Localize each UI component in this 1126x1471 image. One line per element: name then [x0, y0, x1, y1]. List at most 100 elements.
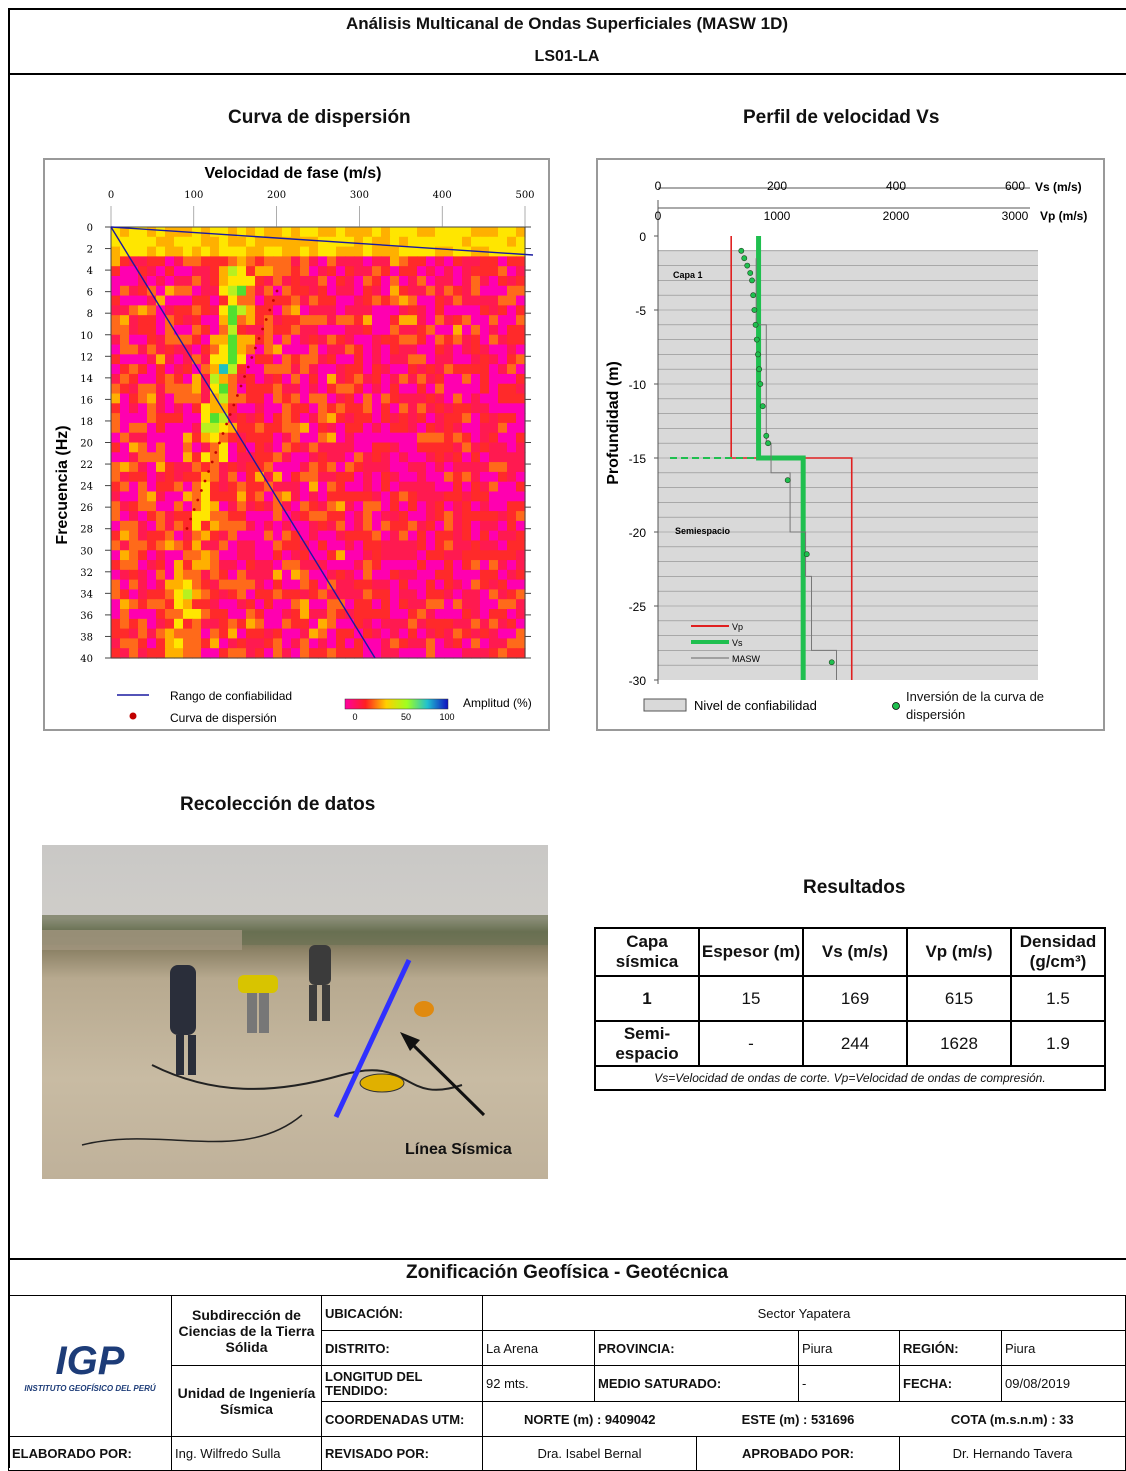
- curve-legend-label: Curva de dispersión: [170, 711, 277, 725]
- dispersion-x-tick: 300: [350, 190, 369, 201]
- depth-tick: -30: [629, 674, 647, 688]
- revisado-label: REVISADO POR:: [321, 1436, 483, 1471]
- dispersion-point: [257, 337, 261, 340]
- report-title: Análisis Multicanal de Ondas Superficial…: [345, 14, 789, 33]
- masw-line: [755, 258, 837, 680]
- depth-tick: -10: [629, 378, 647, 392]
- header-cell: Vs (m/s): [802, 927, 908, 977]
- dispersion-y-tick: 10: [80, 331, 93, 342]
- igp-logo: IGP: [55, 1339, 125, 1383]
- dispersion-y-tick: 32: [80, 568, 93, 579]
- amp-tick: 100: [439, 712, 454, 722]
- dispersion-point: [200, 489, 203, 492]
- depth-tick: -15: [629, 452, 647, 466]
- page-frame: [8, 8, 1126, 1468]
- dispersion-point: [225, 422, 229, 426]
- inversion-label: Inversión de la curva de dispersión: [906, 689, 1045, 722]
- dispersion-point: [228, 413, 232, 416]
- inversion-point: [765, 440, 771, 447]
- dispersion-point: [189, 517, 193, 521]
- inversion-point: [756, 366, 763, 373]
- dispersion-y-tick: 4: [87, 266, 93, 277]
- results-note: Vs=Velocidad de ondas de corte. Vp=Veloc…: [594, 1065, 1106, 1091]
- inversion-point: [753, 336, 760, 343]
- longitud-label: LONGITUD DEL TENDIDO:: [321, 1365, 483, 1402]
- dispersion-point: [236, 394, 239, 397]
- table-cell: -: [698, 1020, 804, 1067]
- confidence-label: Nivel de confiabilidad: [694, 698, 817, 713]
- inversion-swatch: [892, 702, 900, 710]
- vs-tick: 200: [767, 179, 787, 193]
- distrito-value: La Arena: [482, 1330, 595, 1366]
- table-cell: 15: [698, 975, 804, 1022]
- site-code: LS01-LA: [534, 48, 600, 65]
- inversion-point: [744, 262, 751, 269]
- aprobado-value: Dr. Hernando Tavera: [899, 1436, 1126, 1471]
- dispersion-point: [218, 441, 221, 445]
- dispersion-point: [264, 318, 268, 321]
- amp-tick: 50: [401, 712, 411, 722]
- table-cell: 1: [594, 975, 700, 1022]
- table-row: 1 15 169 615 1.5: [594, 975, 1106, 1022]
- dispersion-point: [203, 479, 207, 483]
- dispersion-chart: 0 100 200 300 400 500024681012141618202224262…: [54, 165, 535, 725]
- amplitude-label: Amplitud (%): [463, 696, 532, 710]
- dispersion-y-tick: 30: [80, 546, 93, 557]
- cota-value: COTA (m.s.n.m) : 33: [899, 1401, 1126, 1437]
- dispersion-y-tick: 24: [80, 482, 93, 493]
- seismic-line-marker: [333, 958, 412, 1119]
- dispersion-point: [243, 375, 247, 378]
- dispersion-panel: 0 100 200 300 400 500 0 2 4 6 8 10 12 14 16 18 20 22 24 26 2…: [43, 158, 550, 731]
- inversion-point: [755, 351, 761, 358]
- inversion-point: [747, 270, 754, 276]
- distrito-label: DISTRITO:: [321, 1330, 483, 1366]
- footer-divider: [8, 1258, 1126, 1260]
- table-cell: 169: [802, 975, 908, 1022]
- depth-tick: -25: [629, 600, 647, 614]
- field-photo-drawing: Línea Sísmica: [42, 915, 548, 1158]
- dispersion-point: [268, 308, 272, 312]
- vp-tick: 2000: [883, 209, 910, 223]
- dispersion-y-tick: 12: [80, 352, 93, 363]
- ubicacion-label: UBICACIÓN:: [321, 1295, 483, 1331]
- dispersion-point: [192, 508, 196, 511]
- este-value: ESTE (m) : 531696: [696, 1401, 900, 1437]
- dispersion-section-title: Curva de dispersión: [228, 107, 411, 128]
- header-cell: Densidad (g/cm³): [1010, 927, 1106, 977]
- inversion-point: [763, 432, 770, 439]
- norte-value: NORTE (m) : 9409042: [482, 1401, 697, 1437]
- table-row: Semi-espacio - 244 1628 1.9: [594, 1020, 1106, 1067]
- vp-legend-label: Vp: [732, 622, 743, 632]
- vs-axis-unit: Vs (m/s): [1035, 180, 1082, 194]
- results-header-row: Capa sísmica Espesor (m) Vs (m/s) Vp (m/…: [594, 927, 1106, 977]
- dispersion-y-tick: 16: [80, 395, 93, 406]
- profile-chart: 0 200 400 600 0 1000 2000 3000 0 -5 -10 -15 -20 -25 -3…: [605, 179, 1087, 722]
- results-table: Capa sísmica Espesor (m) Vs (m/s) Vp (m/…: [594, 927, 1106, 1091]
- vp-tick: 3000: [1002, 209, 1029, 223]
- provincia-label: PROVINCIA:: [594, 1330, 799, 1366]
- fecha-label: FECHA:: [899, 1365, 1002, 1402]
- dispersion-point: [261, 327, 264, 331]
- fecha-value: 09/08/2019: [1001, 1365, 1126, 1402]
- dispersion-x-tick: 100: [184, 190, 203, 201]
- amplitude-colorbar: [344, 698, 449, 710]
- medio-label: MEDIO SATURADO:: [594, 1365, 799, 1402]
- dispersion-point: [210, 460, 214, 464]
- inversion-point: [750, 292, 757, 299]
- dispersion-y-tick: 20: [80, 439, 93, 450]
- dispersion-y-tick: 40: [80, 654, 93, 665]
- header-cell: Espesor (m): [698, 927, 804, 977]
- dispersion-y-tick: 8: [87, 309, 93, 320]
- field-photo: Línea Sísmica: [42, 845, 548, 1179]
- range-legend-label: Rango de confiabilidad: [170, 689, 292, 703]
- inversion-point: [803, 551, 810, 558]
- depth-tick: -20: [629, 526, 647, 540]
- dispersion-y-tick: 14: [80, 374, 93, 385]
- profile-panel: 0 200 400 600 0 1000 2000 3000 0 -5 -10 -15 -20 -25 -3…: [596, 158, 1105, 731]
- dispersion-point: [207, 470, 211, 473]
- elaborado-label: ELABORADO POR:: [8, 1436, 172, 1471]
- dispersion-point: [272, 299, 275, 302]
- longitud-value: 92 mts.: [482, 1365, 595, 1402]
- dispersion-y-tick: 18: [80, 417, 93, 428]
- depth-tick: 0: [639, 230, 646, 244]
